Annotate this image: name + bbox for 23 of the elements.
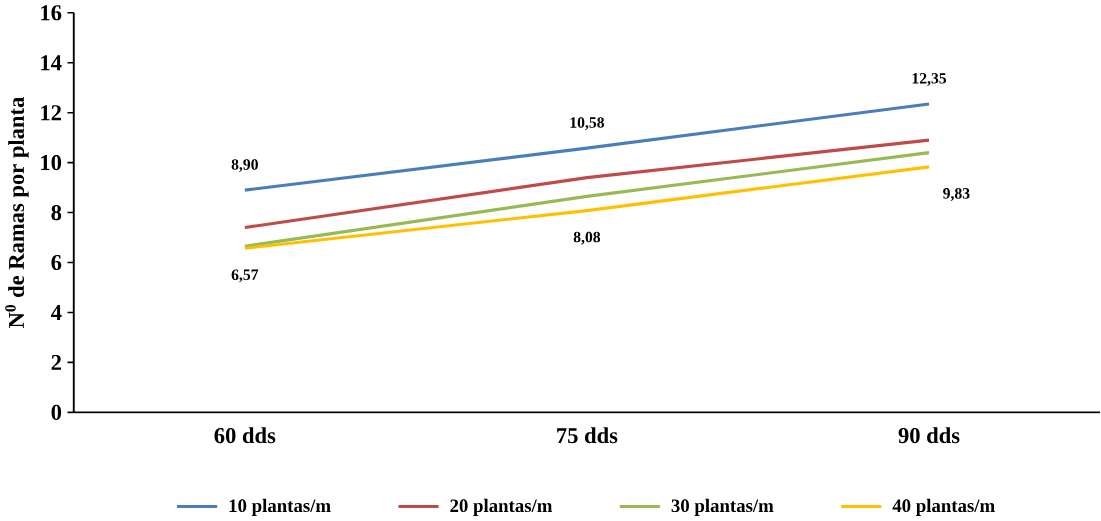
x-tick-label: 60 dds: [214, 427, 276, 444]
legend-label: 20 plantas/m: [450, 499, 553, 517]
legend-label: 10 plantas/m: [229, 499, 331, 517]
data-label: 9,83: [943, 188, 970, 202]
x-tick-label: 75 dds: [557, 427, 618, 444]
y-axis-title: N$^{0}$ de Ramas por planta: [5, 97, 29, 329]
data-label: 8,08: [573, 232, 601, 245]
y-tick-label: 10: [41, 155, 62, 171]
data-label: 6,57: [231, 269, 259, 283]
y-tick-label: 2: [51, 355, 61, 371]
y-tick-label: 0: [51, 404, 62, 421]
y-tick-label: 8: [51, 205, 62, 221]
legend-label: 40 plantas/m: [892, 499, 995, 517]
x-tick-label: 90 dds: [898, 427, 960, 444]
y-tick-label: 6: [51, 255, 62, 271]
data-label: 10,58: [570, 117, 605, 131]
y-tick-label: 16: [41, 5, 62, 21]
y-tick-label: 12: [41, 105, 61, 121]
y-tick-label: 14: [41, 55, 62, 71]
data-label: 8,90: [231, 159, 258, 173]
y-tick-label: 4: [51, 305, 62, 321]
legend-label: 30 plantas/m: [671, 499, 774, 517]
data-label: 12,35: [912, 73, 947, 87]
